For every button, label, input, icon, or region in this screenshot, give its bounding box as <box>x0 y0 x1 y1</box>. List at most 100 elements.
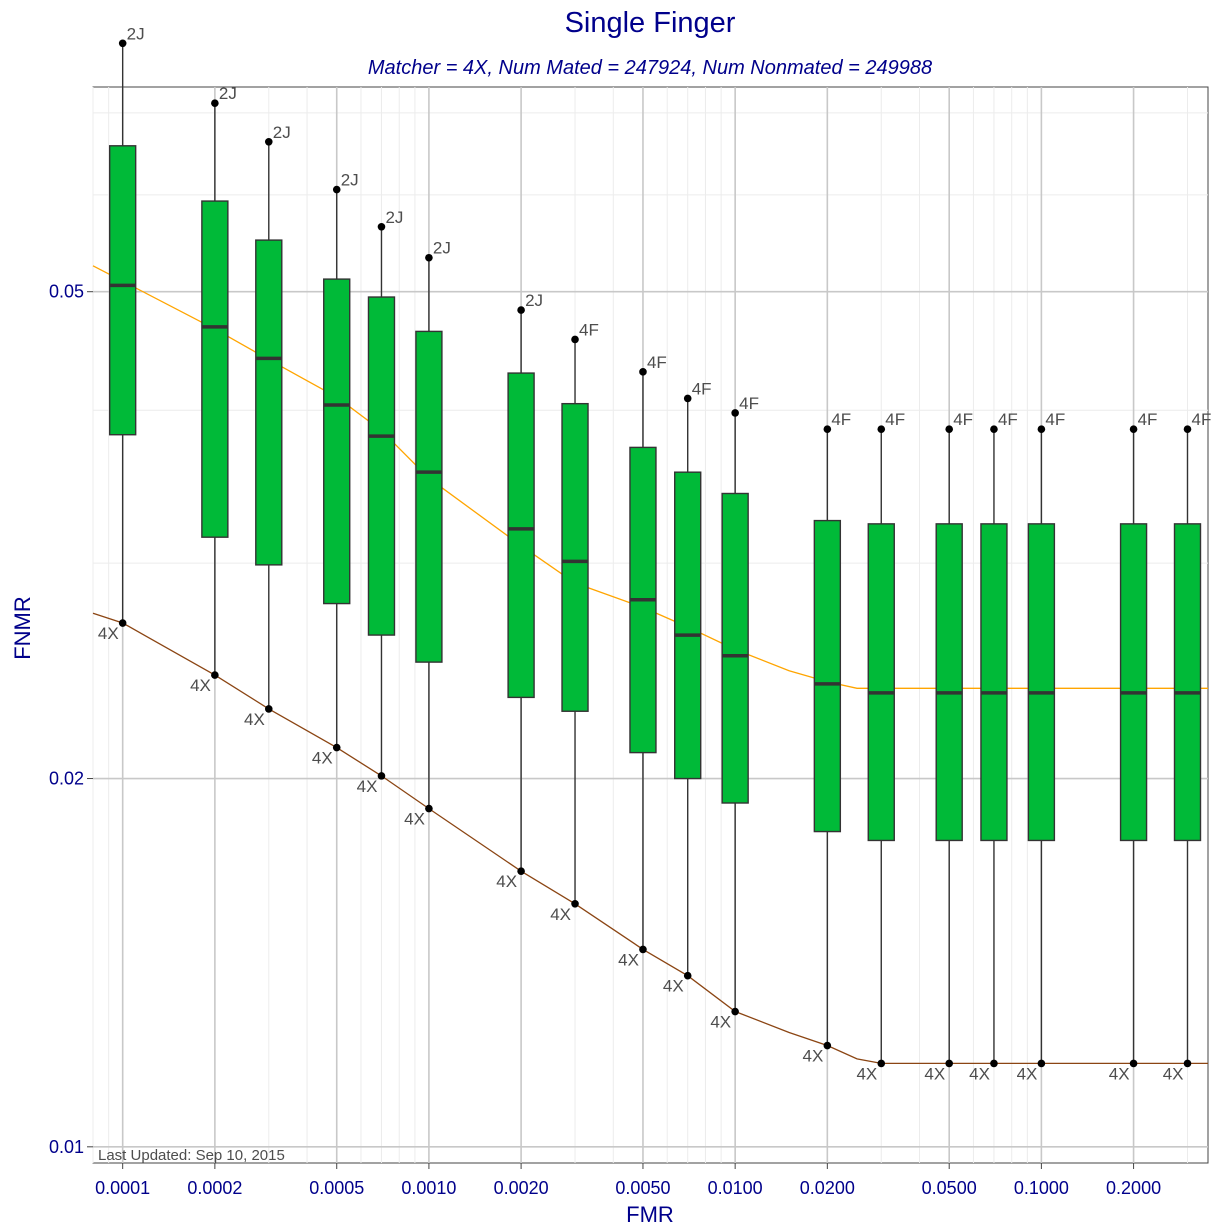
min-point-label: 4X <box>1163 1064 1184 1083</box>
box-iqr <box>721 492 749 804</box>
x-tick-label: 0.0001 <box>95 1178 150 1198</box>
boxplot <box>415 253 443 813</box>
min-point <box>517 867 525 875</box>
min-point-label: 4X <box>856 1064 877 1083</box>
max-point-label: 4F <box>1138 410 1158 429</box>
boxplot <box>1119 425 1148 1068</box>
min-point-label: 4X <box>663 977 684 996</box>
x-tick-label: 0.0050 <box>615 1178 670 1198</box>
min-point-label: 4X <box>924 1064 945 1083</box>
min-point <box>425 804 433 813</box>
min-point-label: 4X <box>618 950 639 969</box>
x-tick-label: 0.0200 <box>800 1178 855 1198</box>
min-point <box>990 1059 998 1068</box>
chart-subtitle: Matcher = 4X, Num Mated = 247924, Num No… <box>368 57 932 79</box>
boxplot <box>867 425 895 1068</box>
min-point <box>211 671 219 679</box>
max-point <box>264 137 273 146</box>
min-point-label: 4X <box>404 810 425 829</box>
max-point-label: 4F <box>692 379 712 398</box>
max-point-label: 2J <box>273 123 291 142</box>
lower-fnmr-curve <box>92 612 1208 1065</box>
y-tick-label: 0.05 <box>49 282 84 302</box>
max-point-label: 2J <box>525 291 543 310</box>
box-iqr <box>935 523 963 842</box>
x-axis-title: FMR <box>626 1202 674 1227</box>
min-point-label: 4X <box>1109 1064 1130 1083</box>
box-iqr <box>1027 523 1056 842</box>
boxplot <box>1173 425 1202 1068</box>
min-point <box>571 899 579 908</box>
max-point-label: 4F <box>647 353 667 372</box>
min-point <box>945 1059 954 1068</box>
min-point-label: 4X <box>1017 1064 1038 1083</box>
min-point-label: 4X <box>969 1064 990 1083</box>
x-tick-label: 0.1000 <box>1014 1178 1069 1198</box>
max-point-label: 4F <box>1045 410 1065 429</box>
max-point <box>683 394 692 403</box>
min-point <box>377 772 386 780</box>
min-point-label: 4X <box>98 624 119 643</box>
min-point <box>1183 1059 1192 1068</box>
box-iqr <box>108 145 137 436</box>
box-iqr <box>367 296 396 636</box>
max-point <box>877 425 886 433</box>
max-point-label: 4F <box>739 394 759 413</box>
min-point-label: 4X <box>190 676 211 695</box>
min-point-label: 4X <box>550 905 571 924</box>
max-point-label: 2J <box>385 208 403 227</box>
boxplot <box>323 185 351 752</box>
max-point <box>332 185 341 194</box>
min-point <box>1129 1059 1138 1068</box>
y-tick-label: 0.01 <box>49 1137 84 1157</box>
min-point-label: 4X <box>803 1047 824 1066</box>
box-iqr <box>867 523 895 842</box>
min-point-label: 4X <box>312 749 333 768</box>
box-iqr <box>507 372 535 699</box>
min-point <box>639 945 647 954</box>
box-iqr <box>674 471 702 780</box>
max-point <box>377 222 386 231</box>
min-point <box>118 619 127 627</box>
min-point <box>683 971 692 980</box>
boxplot <box>935 425 963 1068</box>
x-tick-label: 0.2000 <box>1106 1178 1161 1198</box>
max-point <box>945 425 954 433</box>
boxplots <box>108 39 1202 1068</box>
x-tick-label: 0.0100 <box>708 1178 763 1198</box>
boxplot <box>507 306 535 875</box>
box-iqr <box>323 278 351 605</box>
max-point-label: 2J <box>127 24 145 43</box>
boxplot <box>1027 425 1056 1068</box>
boxplot <box>721 409 749 1016</box>
max-point <box>823 425 832 433</box>
max-point <box>1183 425 1192 433</box>
x-axis-ticks: 0.0001 0.0002 0.0005 0.0010 0.0020 0.0050 0.01… <box>95 1163 1161 1198</box>
max-point-label: 2J <box>341 171 359 190</box>
min-point <box>823 1041 832 1050</box>
boxplot <box>255 137 283 713</box>
plot-area: 2J 4X 2J 4X 2J 4X 2J 4X 2J 4X 2J 4X 2J 4X 4F 4X 4F 4X 4F 4X… <box>92 24 1211 1164</box>
max-point <box>517 306 525 314</box>
max-point-label: 4F <box>998 410 1018 429</box>
boxplot <box>629 368 657 954</box>
min-point <box>332 743 341 752</box>
max-point-label: 4F <box>579 320 599 339</box>
y-tick-label: 0.02 <box>49 769 84 789</box>
boxplot <box>367 222 396 780</box>
max-point <box>1129 425 1138 433</box>
max-point-label: 4F <box>1191 410 1211 429</box>
box-iqr <box>980 523 1008 842</box>
x-tick-label: 0.0005 <box>309 1178 364 1198</box>
box-iqr <box>1119 523 1148 842</box>
min-point-label: 4X <box>244 710 265 729</box>
max-point-label: 4F <box>885 410 905 429</box>
boxplot <box>201 99 229 679</box>
boxplot <box>980 425 1008 1068</box>
chart-title: Single Finger <box>565 7 736 39</box>
box-iqr <box>1173 523 1202 842</box>
boxplot <box>674 394 702 980</box>
boxplot <box>561 335 589 908</box>
y-axis-title: FNMR <box>10 596 35 660</box>
box-iqr <box>415 330 443 663</box>
